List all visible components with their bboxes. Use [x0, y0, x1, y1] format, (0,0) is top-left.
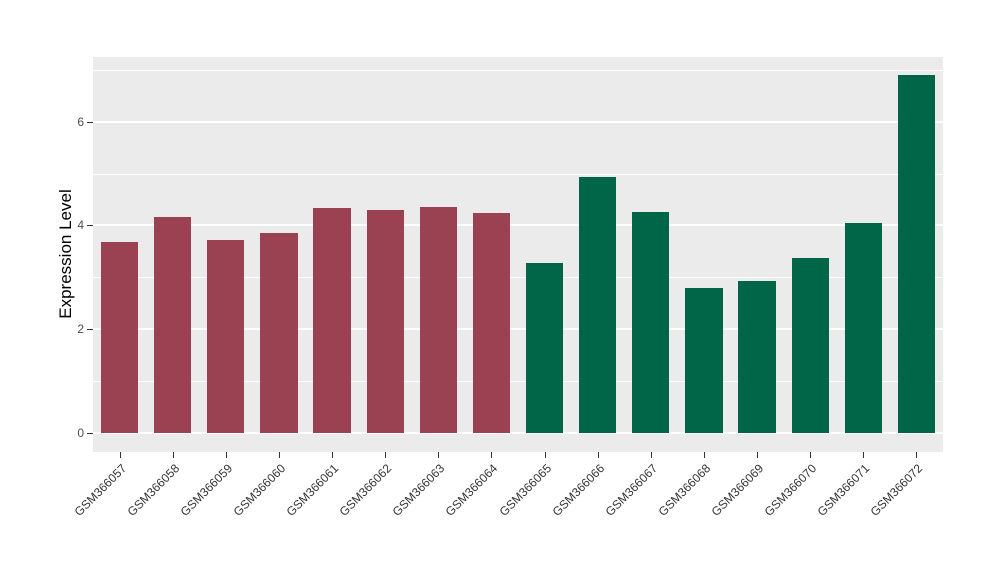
x-tick-mark — [863, 452, 865, 458]
y-tick-label: 6 — [77, 114, 84, 129]
bar-GSM366060 — [260, 232, 298, 433]
y-tick-mark — [87, 329, 93, 331]
bar-GSM366072 — [897, 74, 936, 433]
plot-panel — [93, 57, 943, 452]
x-tick-label-GSM366061: GSM366061 — [283, 461, 342, 519]
bar-GSM366071 — [844, 222, 882, 433]
x-tick-label-GSM366057: GSM366057 — [71, 461, 129, 519]
gridline-major — [93, 432, 943, 434]
x-tick-label-GSM366058: GSM366058 — [124, 461, 182, 519]
x-tick-mark — [597, 452, 599, 458]
gridline-minor — [93, 69, 943, 71]
bar-GSM366066 — [579, 176, 617, 433]
x-tick-mark — [650, 452, 652, 458]
x-tick-label-GSM366068: GSM366068 — [655, 461, 714, 519]
y-tick-label: 2 — [77, 322, 84, 337]
x-tick-label-GSM366065: GSM366065 — [496, 461, 554, 519]
x-tick-label-GSM366071: GSM366071 — [814, 461, 873, 519]
bar-GSM366065 — [525, 262, 564, 433]
bar-GSM366062 — [366, 209, 404, 433]
x-tick-mark — [916, 452, 918, 458]
y-tick-mark — [87, 225, 93, 227]
gridline-minor — [93, 173, 943, 175]
bar-GSM366061 — [313, 208, 351, 433]
x-tick-mark — [703, 452, 705, 458]
x-tick-mark — [544, 452, 546, 458]
x-tick-mark — [757, 452, 759, 458]
y-tick-mark — [87, 433, 93, 434]
x-tick-label-GSM366067: GSM366067 — [602, 461, 661, 519]
y-tick-label: 4 — [77, 218, 84, 233]
x-tick-label-GSM366059: GSM366059 — [177, 461, 236, 519]
x-tick-mark — [491, 452, 493, 458]
x-tick-mark — [385, 452, 387, 458]
x-tick-mark — [225, 452, 227, 458]
bar-GSM366059 — [207, 240, 245, 433]
x-tick-mark — [278, 452, 280, 458]
gridline-major — [93, 224, 943, 227]
y-tick-mark — [87, 121, 93, 123]
x-tick-label-GSM366062: GSM366062 — [336, 461, 395, 519]
bar-GSM366069 — [738, 280, 776, 433]
bar-GSM366058 — [154, 217, 192, 433]
bar-GSM366064 — [472, 212, 511, 433]
x-tick-label-GSM366063: GSM366063 — [389, 461, 448, 519]
x-tick-label-GSM366069: GSM366069 — [708, 461, 767, 519]
x-tick-mark — [119, 452, 121, 458]
bar-GSM366068 — [685, 287, 723, 433]
gridline-minor — [93, 277, 943, 279]
gridline-major — [93, 120, 943, 123]
bar-GSM366067 — [632, 211, 670, 433]
x-tick-label-GSM366066: GSM366066 — [549, 461, 607, 519]
x-tick-label-GSM366070: GSM366070 — [761, 461, 820, 519]
gridline-major — [93, 328, 943, 331]
x-tick-mark — [332, 452, 334, 458]
x-tick-mark — [810, 452, 812, 458]
y-axis-title: Expression Level — [56, 189, 75, 319]
bar-GSM366070 — [791, 257, 829, 433]
bar-GSM366057 — [100, 241, 139, 433]
x-tick-label-GSM366060: GSM366060 — [230, 461, 289, 519]
x-tick-label-GSM366072: GSM366072 — [868, 461, 926, 519]
gridline-minor — [93, 381, 943, 383]
x-tick-mark — [438, 452, 440, 458]
x-tick-label-GSM366064: GSM366064 — [443, 461, 501, 519]
bar-GSM366063 — [419, 206, 457, 433]
x-tick-mark — [172, 452, 174, 458]
y-tick-label: 0 — [77, 426, 84, 440]
